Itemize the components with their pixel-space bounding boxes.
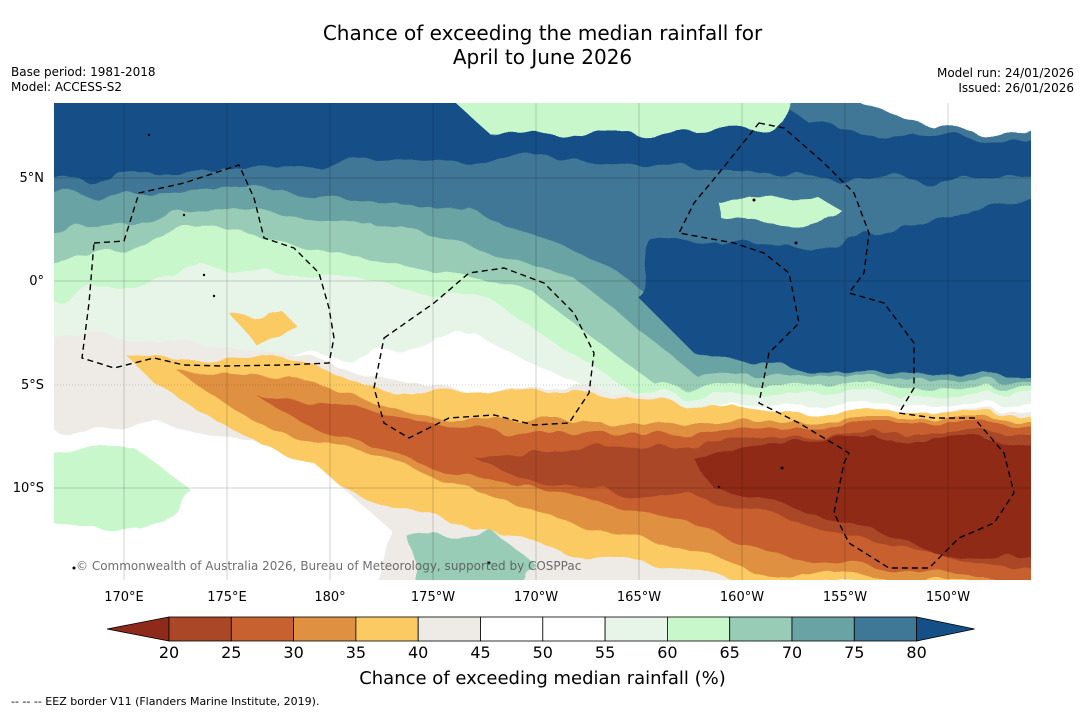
region-bluegreen-south: [414, 533, 534, 580]
colorbar-tick-label: 75: [844, 643, 865, 662]
colorbar-segment: [791, 616, 855, 642]
colorbar-tick-label: 65: [719, 643, 740, 662]
colorbar-segment: [667, 616, 731, 642]
colorbar-tick-label: 30: [283, 643, 304, 662]
lat-label-10s: 10°S: [12, 481, 44, 496]
lon-label-150w: 150°W: [925, 590, 971, 605]
region-orange-north-patch: [234, 313, 304, 343]
lon-label-170w: 170°W: [513, 590, 559, 605]
eez-borders: [81, 122, 1015, 569]
colorbar-tick-label: 50: [532, 643, 553, 662]
colorbar-segment: [293, 616, 357, 642]
colorbar-extend-low: [107, 616, 170, 642]
lon-label-155w: 155°W: [822, 590, 868, 605]
colorbar-label: Chance of exceeding median rainfall (%): [359, 668, 726, 689]
graticule: [54, 103, 1031, 580]
lat-label-5n: 5°N: [19, 171, 45, 186]
region-light-green-north: [456, 103, 797, 133]
colorbar-segment: [853, 616, 917, 642]
region-20: [694, 438, 1031, 558]
lat-label-5s: 5°S: [20, 378, 44, 393]
colorbar-segment: [168, 616, 232, 642]
colorbar-tick-label: 25: [221, 643, 242, 662]
colorbar-tick-label: 40: [408, 643, 429, 662]
colorbar-segment: [604, 616, 668, 642]
region-green-east-patch: [714, 193, 844, 228]
model-name: Model: ACCESS-S2: [11, 80, 123, 94]
lon-label-175e: 175°E: [207, 590, 247, 605]
copyright-text: © Commonwealth of Australia 2026, Bureau…: [76, 559, 581, 573]
model-run: Model run: 24/01/2026: [936, 66, 1074, 80]
colorbar-segment: [417, 616, 481, 642]
chart-title-line1: Chance of exceeding the median rainfall …: [322, 21, 763, 45]
colorbar: [107, 616, 975, 642]
colorbar-segment: [480, 616, 544, 642]
region-green-southwest: [54, 448, 194, 533]
colorbar-segment: [542, 616, 606, 642]
region-above-80-east: [634, 206, 1031, 378]
lon-label-165w: 165°W: [616, 590, 662, 605]
colorbar-tick-label: 20: [158, 643, 180, 662]
colorbar-segment: [230, 616, 295, 642]
eez-footnote: -- -- -- EEZ border V11 (Flanders Marine…: [11, 695, 320, 708]
colorbar-tick-label: 60: [657, 643, 678, 662]
lon-label-175w: 175°W: [410, 590, 456, 605]
colorbar-tick-label: 35: [345, 643, 367, 662]
colorbar-tick-label: 70: [781, 643, 803, 662]
chart-title-line2: April to June 2026: [452, 45, 633, 69]
colorbar-tick-label: 80: [906, 643, 927, 662]
colorbar-extend-high: [916, 616, 975, 642]
meta-left: Base period: 1981-2018 Model: ACCESS-S2: [11, 65, 156, 95]
region-white-north: [867, 103, 1031, 133]
lat-label-0: 0°: [29, 274, 44, 289]
issued-date: Issued: 26/01/2026: [958, 81, 1074, 95]
colorbar-segment: [355, 616, 419, 642]
island-dots: [72, 133, 798, 570]
region-above-80-north: [54, 103, 1031, 183]
lon-label-180: 180°: [314, 590, 346, 605]
meta-right: Model run: 24/01/2026 Issued: 26/01/2026: [937, 66, 1074, 96]
colorbar-segment: [729, 616, 793, 642]
base-period: Base period: 1981-2018: [11, 65, 156, 79]
colorbar-tick-label: 45: [470, 643, 491, 662]
rainfall-map: © Commonwealth of Australia 2026, Bureau…: [54, 103, 1031, 580]
lon-label-160w: 160°W: [719, 590, 765, 605]
colorbar-tick-label: 55: [594, 643, 616, 662]
lon-label-170e: 170°E: [104, 590, 144, 605]
